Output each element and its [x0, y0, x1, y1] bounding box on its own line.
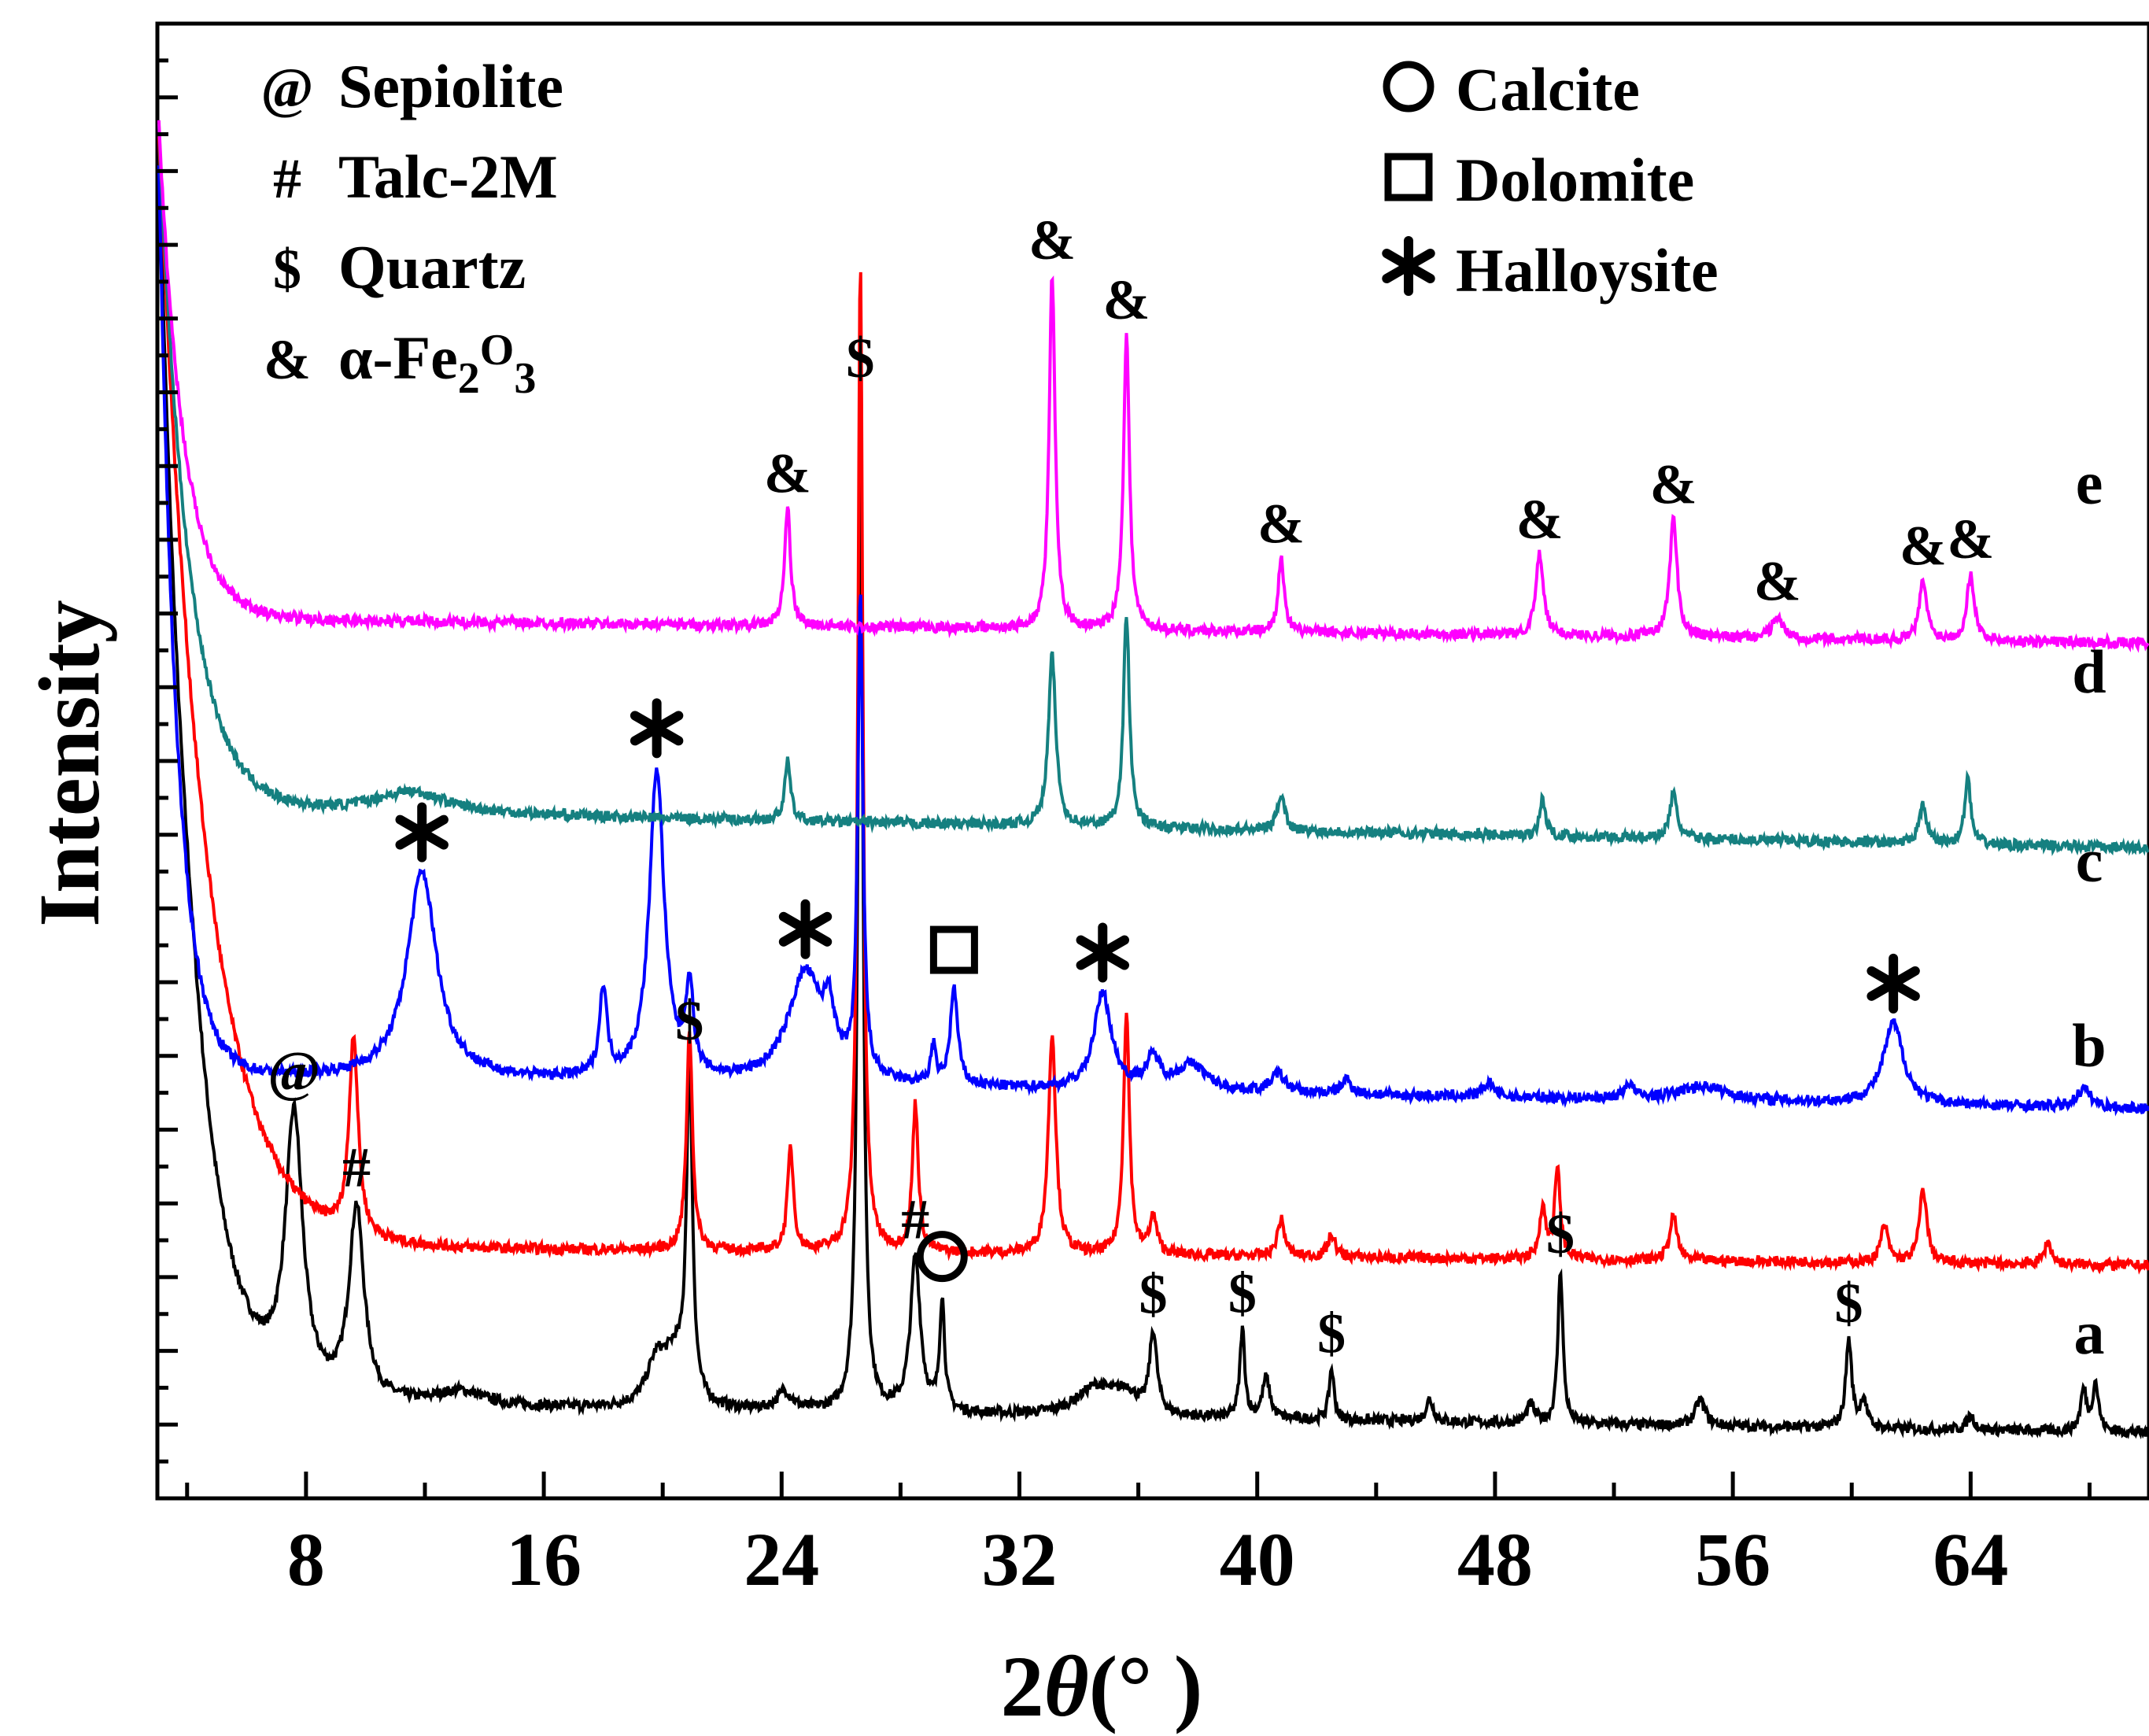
peak-marker-e-7: &: [1900, 515, 1947, 578]
peak-marker-e-6: &: [1754, 550, 1801, 613]
peak-markers: @#$#$ $$$$&&&& &&&& &$: [268, 209, 1994, 1365]
plot-area: @#$#$ $$$$&&&& &&&& &$ 8 16 24 32 40 48 56 64: [155, 21, 2149, 1601]
peak-marker-e-0: &: [764, 442, 811, 505]
peak-marker-a-2: $: [675, 989, 703, 1052]
x-axis-title: 2θ(° ): [1001, 1638, 1203, 1734]
legend-left-symbol-1: #: [273, 147, 301, 210]
peak-marker-e-4: &: [1516, 488, 1564, 551]
series-label-d: d: [2072, 637, 2106, 706]
peak-marker-c-0: [395, 802, 449, 862]
peak-marker-e-1: &: [1028, 209, 1076, 271]
y-axis-ticks: [157, 58, 178, 1501]
peak-marker-c-1: [630, 698, 684, 759]
y-axis-title: Intensity: [21, 600, 117, 927]
legend-left-label-1: Talc-2M: [338, 142, 558, 211]
legend-right-symbol-1: [1384, 153, 1433, 201]
peak-marker-a-4: [916, 1231, 968, 1283]
x-tick-label: 8: [287, 1517, 325, 1601]
peak-marker-c-2: [778, 899, 833, 959]
x-tick-label: 24: [744, 1517, 819, 1601]
x-axis-ticks: 8 16 24 32 40 48 56 64: [185, 1472, 2092, 1601]
legend-right: Calcite Dolomite Halloysite: [1382, 55, 1719, 305]
series-line-b: [157, 136, 2149, 1275]
series-line-d: [157, 124, 2149, 856]
legend-right-label-0: Calcite: [1456, 55, 1640, 124]
peak-marker-e-2: &: [1103, 268, 1150, 331]
peak-marker-a-7: $: [1317, 1302, 1346, 1365]
x-tick-label: 40: [1220, 1517, 1295, 1601]
legend-right-label-2: Halloysite: [1456, 236, 1719, 305]
x-tick-label: 16: [506, 1517, 582, 1601]
legend-right-label-1: Dolomite: [1456, 146, 1694, 214]
peak-marker-a-5: $: [1139, 1262, 1168, 1325]
peak-marker-c-4: [1076, 922, 1129, 983]
x-tick-label: 64: [1933, 1517, 2008, 1601]
series-label-e: e: [2076, 449, 2103, 517]
legend-right-symbol-2: [1382, 236, 1435, 296]
legend-left-symbol-3: &: [264, 328, 311, 391]
peak-marker-a-8: $: [1546, 1202, 1575, 1265]
peak-marker-a-1: #: [342, 1136, 371, 1199]
series-label-c: c: [2076, 826, 2103, 895]
legend-left-label-0: Sepiolite: [338, 52, 563, 120]
series-label-b: b: [2072, 1011, 2106, 1080]
peak-marker-c-5: [1867, 953, 1920, 1014]
series-line-c: [157, 165, 2149, 1117]
series-line-a: [157, 161, 2149, 1440]
peak-marker-a-6: $: [1228, 1261, 1257, 1324]
x-tick-label: 48: [1457, 1517, 1533, 1601]
peak-marker-e-5: &: [1650, 452, 1697, 515]
legend-left-label-3: α-Fe2O3: [338, 323, 536, 403]
legend-left: @ Sepiolite # Talc-2M $ Quartz& α-Fe2O3: [261, 52, 563, 403]
peak-marker-quartz-main: $: [846, 327, 874, 390]
x-tick-label: 32: [982, 1517, 1058, 1601]
peak-marker-a-0: @: [268, 1040, 320, 1103]
peak-marker-c-3: [929, 925, 978, 974]
peak-marker-e-8: &: [1947, 508, 1994, 571]
series-label-a: a: [2074, 1298, 2105, 1367]
legend-right-symbol-0: [1383, 61, 1435, 113]
x-tick-label: 56: [1695, 1517, 1771, 1601]
series-layer: [157, 120, 2149, 1440]
legend-left-symbol-0: @: [261, 57, 314, 120]
legend-left-symbol-2: $: [273, 238, 301, 301]
peak-marker-a-9: $: [1834, 1272, 1863, 1335]
peak-marker-e-3: &: [1257, 492, 1305, 555]
series-labels: a b c d e: [2072, 449, 2106, 1367]
series-line-e: [157, 120, 2149, 653]
legend-left-label-2: Quartz: [338, 233, 526, 301]
